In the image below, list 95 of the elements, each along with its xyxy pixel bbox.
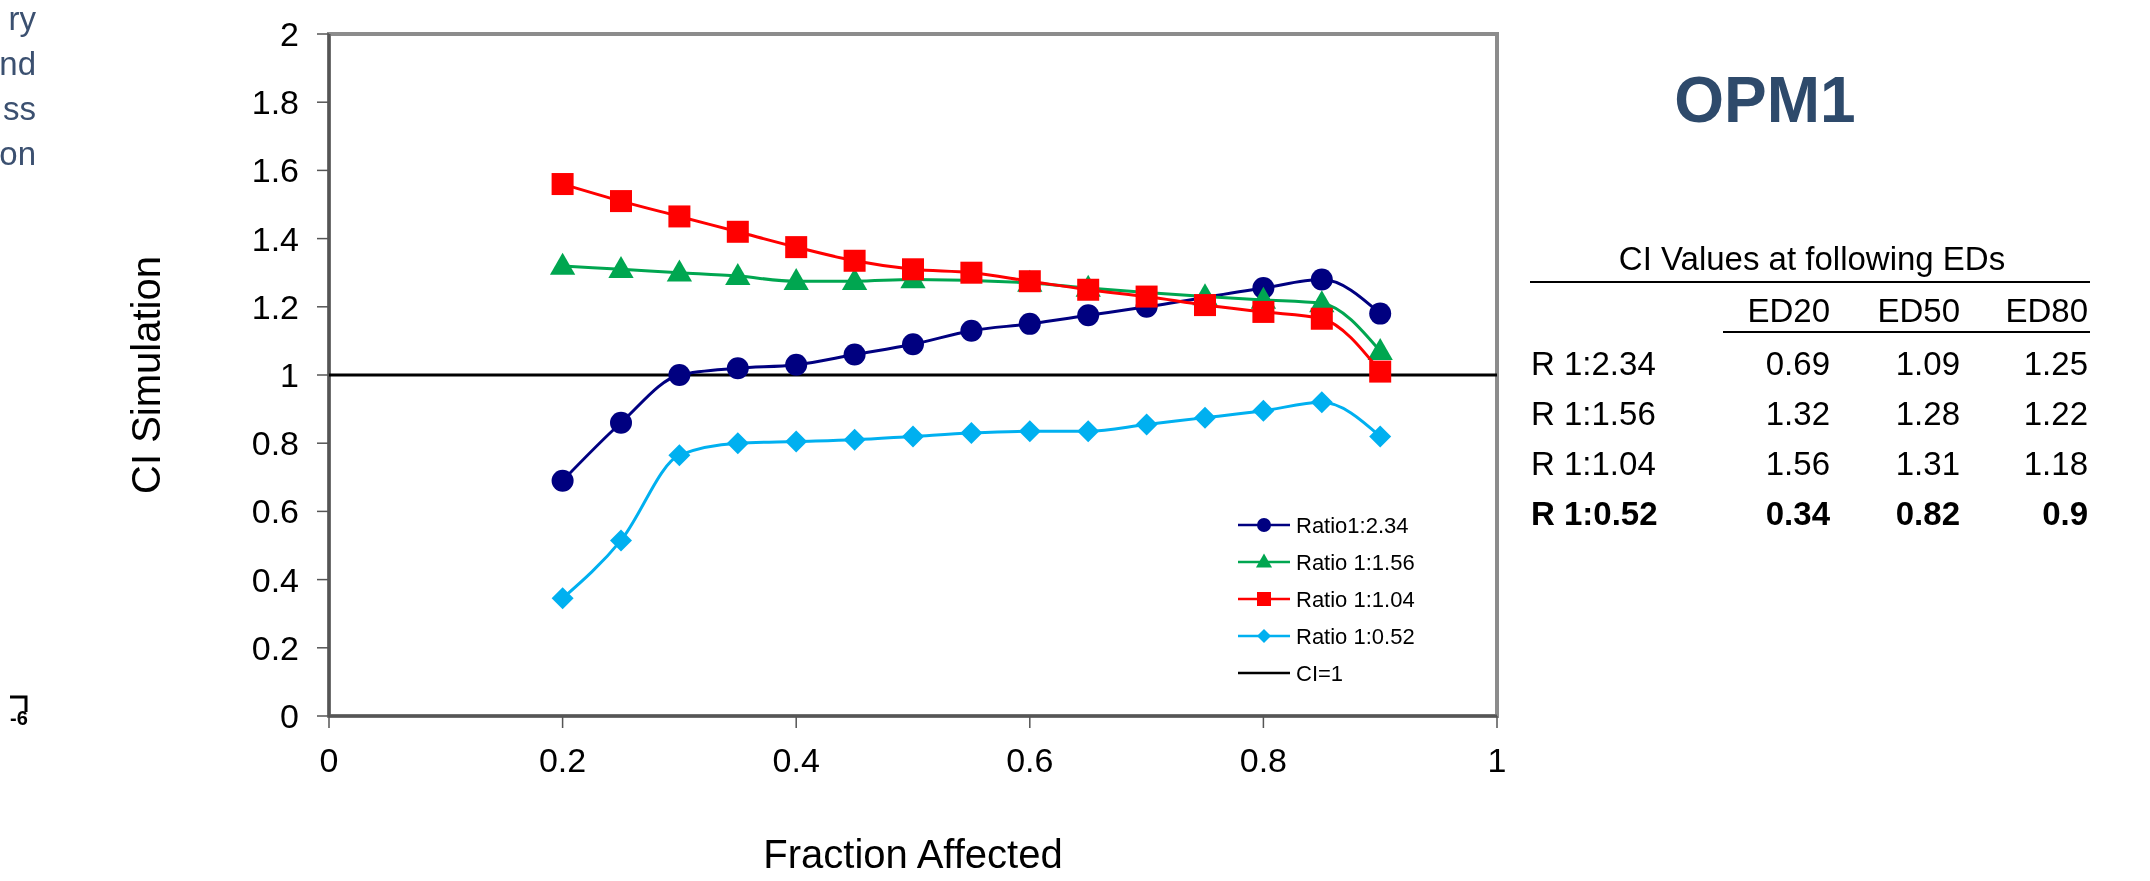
point — [902, 333, 924, 356]
point — [610, 529, 632, 552]
point — [1194, 406, 1216, 429]
y-axis-title: CI Simulation — [124, 256, 168, 494]
point — [785, 353, 808, 376]
text: CI Values at following EDs — [1618, 240, 2006, 277]
point — [1077, 420, 1100, 443]
legend-label: Ratio1:2.34 — [1296, 512, 1409, 538]
y-tick-label: 1.8 — [251, 83, 299, 122]
y-tick-label: 2 — [280, 14, 299, 53]
point — [726, 220, 749, 243]
text: 0.82 — [1895, 495, 1960, 532]
text: R 1:0.52 — [1531, 495, 1658, 532]
point — [1252, 300, 1275, 323]
point — [1018, 420, 1041, 443]
text: 0.34 — [1765, 495, 1831, 532]
text: 0.69 — [1765, 345, 1830, 382]
text: 1.09 — [1895, 345, 1960, 382]
point — [726, 357, 749, 380]
point — [551, 173, 574, 196]
point — [1135, 285, 1158, 308]
point — [902, 258, 924, 281]
text: -6 — [10, 707, 28, 729]
point — [1018, 312, 1041, 335]
point — [668, 444, 691, 467]
point — [785, 430, 808, 453]
text: on — [0, 135, 36, 172]
y-tick-label: 1.2 — [251, 287, 299, 326]
point — [843, 249, 866, 272]
y-tick-label: 0.8 — [251, 424, 299, 463]
text: 1.18 — [2023, 445, 2088, 482]
point — [960, 319, 983, 342]
point — [1310, 307, 1333, 330]
point — [726, 432, 749, 455]
x-tick-label: 0.2 — [538, 741, 587, 779]
point — [1077, 278, 1100, 301]
y-tick-label: 1.4 — [251, 219, 299, 258]
x-tick-label: 1 — [1487, 741, 1507, 779]
y-tick-label: 0.6 — [251, 492, 299, 531]
y-tick-label: 1.6 — [251, 151, 299, 190]
point — [843, 343, 866, 366]
text: R 1:1.04 — [1531, 445, 1656, 482]
text: OPM1 — [1674, 64, 1856, 136]
text: R 1:2.34 — [1531, 345, 1656, 382]
text: 1.56 — [1765, 445, 1830, 482]
text: ED50 — [1877, 292, 1960, 329]
point — [1369, 425, 1392, 448]
text: ry — [8, 0, 37, 37]
legend-label: CI=1 — [1296, 660, 1344, 686]
point — [902, 425, 924, 448]
text: ss — [3, 90, 36, 127]
y-tick-label: 0.2 — [251, 628, 299, 667]
text: 1.31 — [1895, 445, 1960, 482]
text: 1.25 — [2023, 345, 2088, 382]
y-tick-label: 0 — [280, 696, 299, 735]
point — [1135, 413, 1158, 436]
point — [551, 587, 574, 610]
point — [610, 411, 632, 434]
point — [610, 190, 632, 213]
text: 1.32 — [1765, 395, 1830, 432]
x-tick-label: 0.6 — [1006, 741, 1054, 779]
point — [1369, 360, 1392, 383]
point — [1369, 302, 1392, 325]
point — [843, 428, 866, 451]
point — [1252, 399, 1275, 422]
legend-label: Ratio 1:1.56 — [1296, 549, 1415, 575]
y-tick-label: 0.4 — [251, 560, 299, 599]
x-tick-label: 0.8 — [1239, 741, 1288, 779]
point — [668, 205, 691, 228]
text: ED80 — [2005, 292, 2088, 329]
x-axis-title: Fraction Affected — [763, 832, 1063, 876]
text: 1.22 — [2023, 395, 2088, 432]
text: nd — [0, 45, 36, 82]
text: ED20 — [1747, 292, 1830, 329]
point — [1077, 304, 1100, 327]
point — [1310, 268, 1333, 291]
legend-label: Ratio 1:0.52 — [1296, 623, 1415, 649]
point — [783, 268, 809, 291]
text: R 1:1.56 — [1531, 395, 1656, 432]
point — [668, 364, 691, 386]
point — [551, 469, 574, 492]
point — [549, 252, 576, 275]
point — [608, 256, 634, 279]
point — [1194, 294, 1216, 317]
y-tick-label: 1 — [280, 355, 299, 394]
x-tick-label: 0 — [319, 741, 339, 779]
text: 1.28 — [1895, 395, 1960, 432]
legend-label: Ratio 1:1.04 — [1296, 586, 1415, 612]
x-tick-label: 0.4 — [772, 741, 820, 779]
point — [666, 259, 693, 282]
point — [960, 421, 983, 444]
point — [785, 236, 808, 259]
point — [1310, 391, 1333, 414]
text: 0.9 — [2042, 495, 2088, 532]
point — [960, 261, 983, 284]
